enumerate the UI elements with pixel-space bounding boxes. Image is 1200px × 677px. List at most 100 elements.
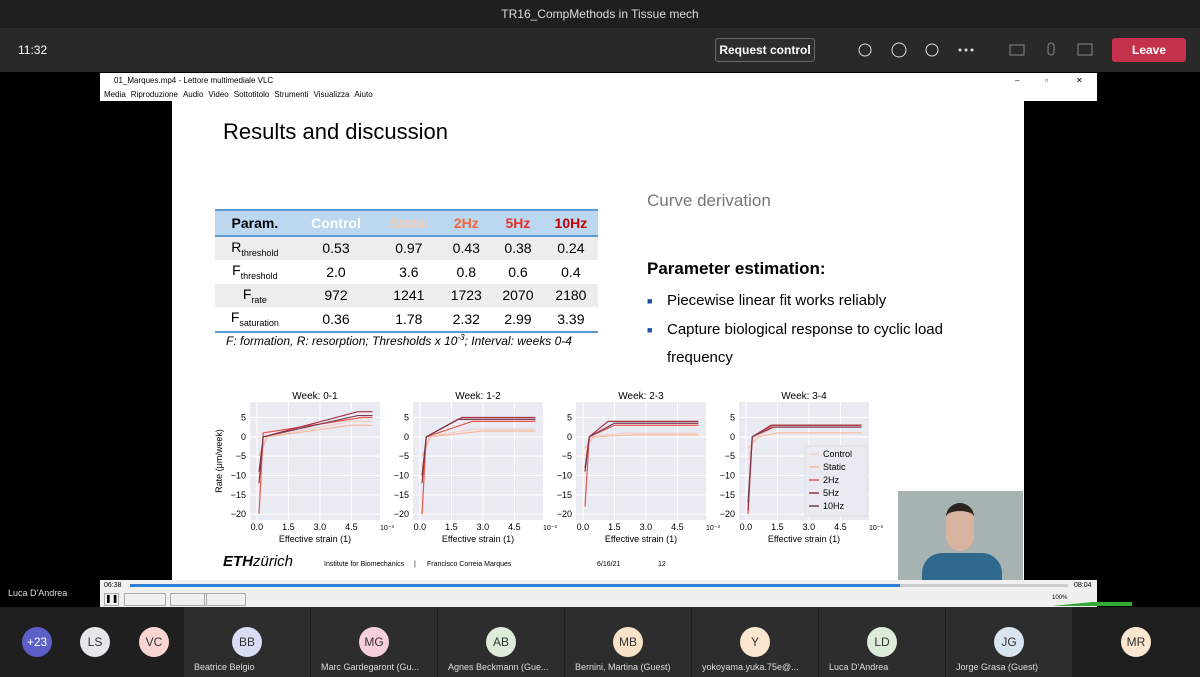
x-tick-label: 1.5 bbox=[282, 522, 295, 532]
header-cell: 5Hz bbox=[492, 209, 544, 237]
table-caption: F: formation, R: resorption; Thresholds … bbox=[226, 333, 572, 348]
menu-item[interactable]: Strumenti bbox=[274, 90, 309, 99]
view-buttons[interactable] bbox=[170, 593, 207, 606]
series-line bbox=[421, 418, 536, 476]
chat-icon[interactable] bbox=[891, 42, 907, 58]
x-axis-label: Effective strain (1) bbox=[442, 534, 514, 544]
seek-bar[interactable] bbox=[130, 584, 1068, 587]
y-tick-label: −20 bbox=[231, 509, 246, 519]
avatar: Y bbox=[740, 627, 770, 657]
y-tick-label: 5 bbox=[567, 412, 572, 422]
menu-item[interactable]: Sottotitolo bbox=[233, 90, 270, 99]
y-tick-label: −5 bbox=[399, 451, 409, 461]
x-tick-label: 0.0 bbox=[740, 522, 753, 532]
x-axis-label: Effective strain (1) bbox=[279, 534, 351, 544]
title-bar: TR16_CompMethods in Tissue mech bbox=[0, 0, 1200, 28]
panel-title: Week: 3-4 bbox=[781, 391, 827, 402]
share-icon[interactable] bbox=[1077, 43, 1093, 56]
table-row: Rthreshold 0.53 0.97 0.43 0.38 0.24 bbox=[215, 235, 598, 260]
people-icon[interactable] bbox=[858, 43, 872, 57]
more-icon[interactable] bbox=[964, 48, 968, 52]
table-cell: 2.32 bbox=[452, 310, 480, 327]
participant-name: Luca D'Andrea bbox=[829, 662, 889, 672]
more-icon[interactable] bbox=[970, 48, 974, 52]
volume-slider[interactable] bbox=[1052, 602, 1132, 606]
reactions-icon[interactable] bbox=[925, 43, 939, 57]
avatar: LS bbox=[80, 627, 110, 657]
menu-item[interactable]: Aiuto bbox=[354, 90, 373, 99]
playback-buttons[interactable] bbox=[124, 593, 166, 606]
mic-icon[interactable] bbox=[1047, 42, 1055, 56]
minimize[interactable]: – bbox=[1015, 76, 1020, 85]
table-cell: 0.24 bbox=[543, 235, 598, 260]
more-icon[interactable] bbox=[958, 48, 962, 52]
y-tick-label: 0 bbox=[241, 432, 246, 442]
menu-item[interactable]: Video bbox=[208, 90, 229, 99]
leave-button[interactable]: Leave bbox=[1112, 38, 1186, 62]
volume-label: 100% bbox=[1052, 595, 1068, 601]
y-tick-label: −15 bbox=[231, 490, 246, 500]
y-tick-label: −10 bbox=[394, 471, 409, 481]
avatar: VC bbox=[139, 627, 169, 657]
close[interactable]: ✕ bbox=[1076, 76, 1083, 85]
legend-label: Control bbox=[823, 449, 852, 459]
x-axis-label: Effective strain (1) bbox=[768, 534, 840, 544]
header-cell: Param. bbox=[215, 209, 295, 237]
header-cell: Static bbox=[377, 209, 441, 237]
presenter-label: Luca D'Andrea bbox=[8, 588, 68, 598]
x-tick-label: 0.0 bbox=[414, 522, 427, 532]
playlist-buttons[interactable] bbox=[204, 593, 246, 606]
table-cell: 2.99 bbox=[504, 310, 532, 327]
panel-title: Week: 0-1 bbox=[292, 391, 338, 402]
series-line bbox=[258, 414, 373, 472]
x-exponent: 10⁻³ bbox=[380, 525, 394, 532]
y-tick-label: −20 bbox=[720, 509, 735, 519]
x-exponent: 10⁻³ bbox=[706, 525, 720, 532]
y-tick-label: 0 bbox=[730, 432, 735, 442]
table-cell: 2070 bbox=[492, 283, 544, 307]
x-exponent: 10⁻³ bbox=[543, 525, 557, 532]
x-tick-label: 4.5 bbox=[671, 522, 684, 532]
table-cell: 0.8 bbox=[456, 263, 477, 280]
maximize[interactable]: ▫ bbox=[1045, 76, 1048, 85]
x-tick-label: 3.0 bbox=[803, 522, 816, 532]
menu-item[interactable]: Riproduzione bbox=[130, 90, 178, 99]
y-tick-label: 5 bbox=[404, 412, 409, 422]
toolbar-icons bbox=[858, 42, 1093, 58]
camera-icon[interactable] bbox=[1009, 44, 1025, 56]
vlc-controls: 06:38 08:04 ❚❚ 100% bbox=[100, 580, 1132, 607]
x-tick-label: 1.5 bbox=[608, 522, 621, 532]
bullet-text: Capture biological response to cyclic lo… bbox=[667, 320, 943, 367]
request-control-button[interactable]: Request control bbox=[715, 38, 815, 62]
x-exponent: 10⁻³ bbox=[869, 525, 883, 532]
participant-name: Agnes Beckmann (Gue... bbox=[448, 662, 549, 672]
pause-button[interactable]: ❚❚ bbox=[104, 593, 119, 606]
menu-item[interactable]: Visualizza bbox=[313, 90, 350, 99]
table-cell: 0.6 bbox=[508, 263, 528, 280]
table-cell: 0.4 bbox=[561, 263, 581, 280]
y-tick-label: −5 bbox=[562, 451, 572, 461]
menu-item[interactable]: Audio bbox=[182, 90, 204, 99]
x-tick-label: 4.5 bbox=[508, 522, 521, 532]
bullet-text: Piecewise linear fit works reliably bbox=[667, 292, 887, 309]
legend-label: 10Hz bbox=[823, 501, 845, 511]
label-main: R bbox=[231, 238, 242, 255]
clock: 11:32 bbox=[18, 43, 48, 57]
x-tick-label: 3.0 bbox=[314, 522, 327, 532]
y-tick-label: −5 bbox=[725, 451, 735, 461]
elapsed-time: 06:38 bbox=[104, 582, 122, 589]
window-title: 01_Marques.mp4 - Lettore multimediale VL… bbox=[114, 76, 274, 85]
plot-background bbox=[250, 402, 380, 520]
y-tick-label: −15 bbox=[720, 490, 735, 500]
table-cell: 0.38 bbox=[492, 235, 544, 260]
avatar: +23 bbox=[22, 627, 52, 657]
y-tick-label: −15 bbox=[557, 490, 572, 500]
avatar: MR bbox=[1121, 627, 1151, 657]
legend-label: 2Hz bbox=[823, 475, 840, 485]
label-main: F bbox=[242, 285, 252, 302]
legend-label: 5Hz bbox=[823, 488, 840, 498]
menu-item[interactable]: Media bbox=[104, 90, 126, 99]
footer-date: 6/16/21 bbox=[597, 561, 621, 568]
y-tick-label: 0 bbox=[404, 432, 409, 442]
series-line bbox=[584, 422, 699, 472]
